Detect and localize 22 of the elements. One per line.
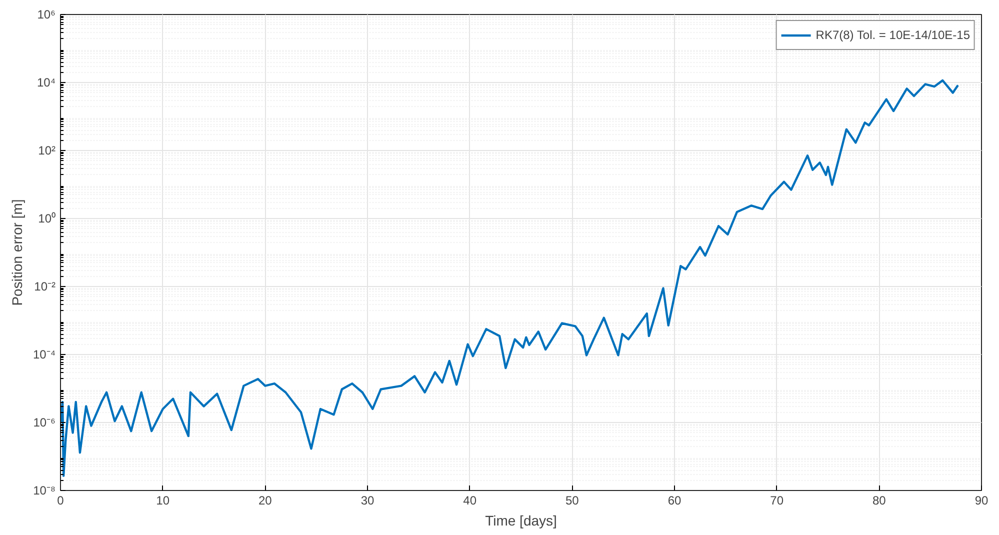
y-tick-label: 10⁰	[38, 212, 56, 226]
x-tick-label: 90	[974, 494, 988, 508]
y-tick-label: 10⁻⁶	[33, 416, 56, 430]
y-tick-label: 10⁶	[37, 8, 56, 22]
y-tick-label: 10⁻²	[34, 280, 56, 294]
x-tick-label: 50	[565, 494, 580, 508]
x-tick-label: 0	[57, 494, 64, 508]
x-tick-label: 60	[668, 494, 682, 508]
x-tick-label: 20	[258, 494, 272, 508]
x-tick-label: 40	[463, 494, 477, 508]
x-tick-label: 70	[770, 494, 784, 508]
x-axis-title: Time [days]	[485, 512, 557, 528]
y-tick-label: 10⁻⁴	[32, 348, 56, 362]
y-tick-label: 10²	[38, 144, 56, 158]
x-tick-label: 30	[360, 494, 374, 508]
y-tick-label: 10⁴	[36, 76, 56, 90]
line-series	[60, 79, 960, 477]
x-tick-label: 80	[872, 494, 886, 508]
x-tick-label: 10	[156, 494, 170, 508]
y-axis-title: Position error [m]	[8, 199, 25, 306]
y-tick-label: 10⁻⁸	[33, 484, 56, 498]
legend-label: RK7(8) Tol. = 10E-14/10E-15	[816, 28, 970, 42]
